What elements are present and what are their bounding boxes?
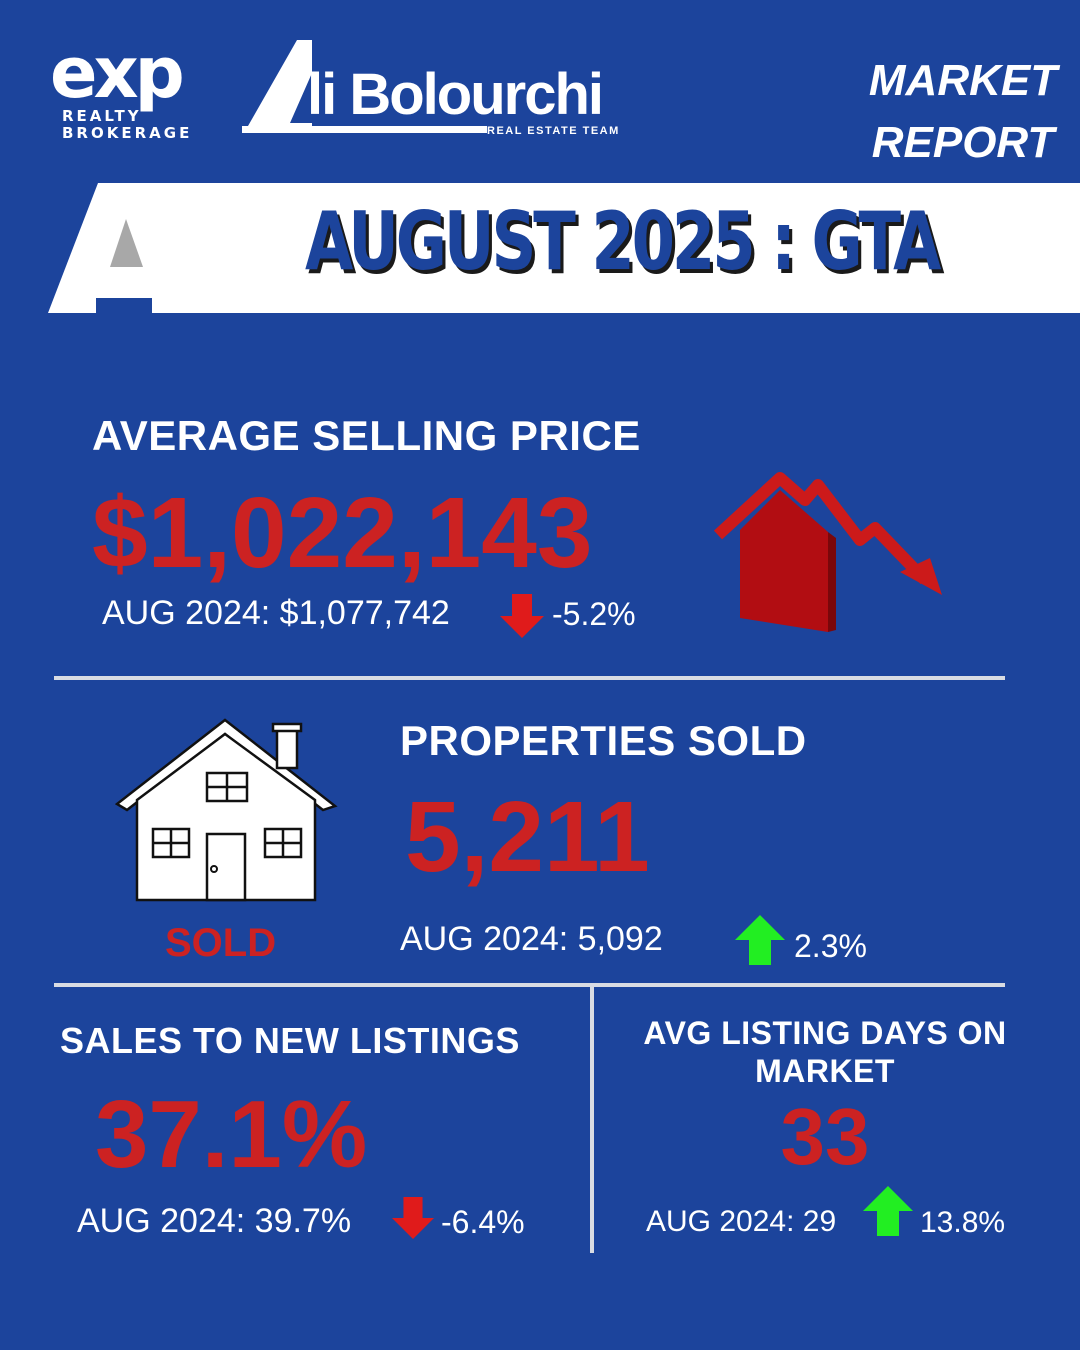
sales-to-new-comparison: AUG 2024: 39.7% <box>77 1202 352 1240</box>
exp-logo-line1: REALTY <box>62 107 142 125</box>
sales-to-new-value: 37.1% <box>95 1081 368 1188</box>
up-arrow-icon <box>735 915 785 965</box>
properties-sold-comparison: AUG 2024: 5,092 <box>400 920 663 958</box>
exp-logo-word: exp <box>50 32 185 114</box>
days-on-market-change: 13.8% <box>920 1206 1006 1239</box>
vertical-divider <box>590 987 594 1253</box>
ali-bolourchi-logo: li Bolourchi REAL ESTATE TEAM <box>242 38 632 138</box>
avg-price-value: $1,022,143 <box>92 477 593 589</box>
exp-realty-logo: exp REALTY BROKERAGE <box>50 38 215 142</box>
sales-to-new-change: -6.4% <box>441 1204 525 1240</box>
report-line1: MARKET <box>868 56 1058 105</box>
properties-sold-value: 5,211 <box>405 781 650 893</box>
team-logo-tagline: REAL ESTATE TEAM <box>487 125 620 137</box>
days-on-market-label-line2: MARKET <box>755 1053 895 1089</box>
house-icon <box>115 718 338 902</box>
exp-logo-line2: BROKERAGE <box>62 124 193 142</box>
down-arrow-icon <box>392 1197 434 1239</box>
banner-a-mark-icon <box>110 219 143 267</box>
up-arrow-icon <box>863 1186 913 1236</box>
properties-sold-change: 2.3% <box>794 928 867 964</box>
avg-price-change: -5.2% <box>552 596 636 632</box>
section-divider-1 <box>54 676 1005 680</box>
days-on-market-value: 33 <box>780 1092 870 1181</box>
report-line2: REPORT <box>871 118 1055 167</box>
avg-price-comparison: AUG 2024: $1,077,742 <box>102 594 450 632</box>
title-banner <box>48 183 1080 313</box>
avg-price-label: AVERAGE SELLING PRICE <box>92 412 641 459</box>
properties-sold-label: PROPERTIES SOLD <box>400 717 807 764</box>
team-a-mark-icon <box>242 40 487 133</box>
days-on-market-heading: AVG LISTING DAYS ON MARKET <box>620 1014 1030 1090</box>
market-report-heading: MARKET REPORT <box>858 50 1068 174</box>
days-on-market-comparison: AUG 2024: 29 <box>646 1205 837 1238</box>
team-logo-name: li Bolourchi <box>307 62 604 127</box>
sold-caption: SOLD <box>165 921 277 965</box>
banner-title: AUGUST 2025 : GTA <box>305 195 941 288</box>
down-arrow-icon <box>500 594 544 638</box>
section-divider-2 <box>54 983 1005 987</box>
days-on-market-label-line1: AVG LISTING DAYS ON <box>643 1015 1007 1051</box>
sales-to-new-label: SALES TO NEW LISTINGS <box>60 1020 520 1061</box>
falling-house-chart-icon <box>713 472 942 632</box>
